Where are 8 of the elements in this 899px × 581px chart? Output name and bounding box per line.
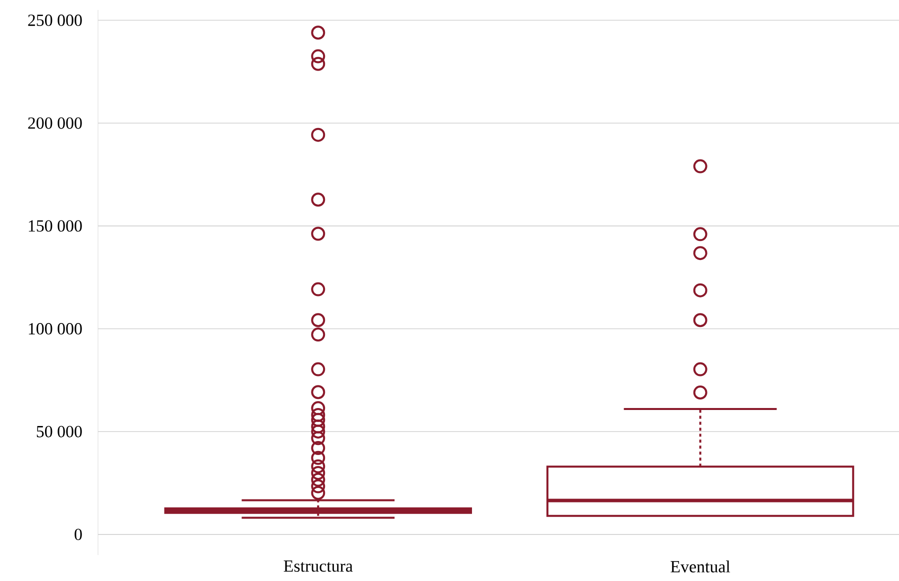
y-tick-label: 100 000 — [28, 323, 82, 334]
x-tick-label: Estructura — [284, 560, 353, 572]
x-tick-label: Eventual — [670, 560, 730, 572]
y-tick-label: 0 — [74, 528, 82, 540]
y-tick-label: 200 000 — [28, 117, 82, 129]
y-tick-label: 250 000 — [28, 14, 82, 26]
y-tick-label: 50 000 — [36, 426, 82, 438]
y-tick-label: 150 000 — [28, 220, 82, 232]
